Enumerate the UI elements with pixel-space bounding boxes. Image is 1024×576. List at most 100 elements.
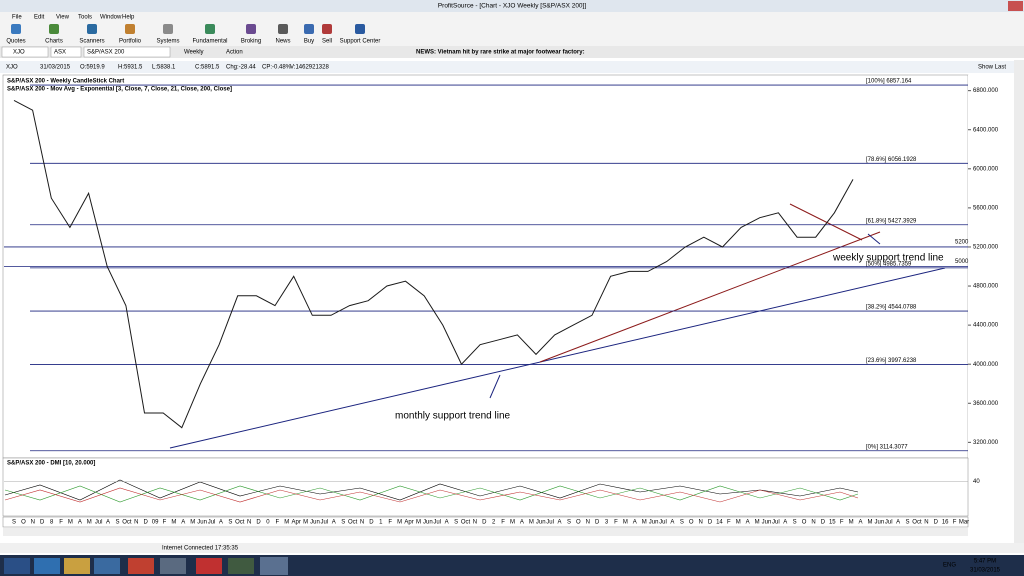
toolbar-label[interactable]: Sell bbox=[322, 39, 332, 45]
x-tick-label: O bbox=[21, 520, 26, 526]
title-bar bbox=[0, 0, 1024, 12]
x-tick-label: M bbox=[529, 520, 534, 526]
x-tick-label: 0 bbox=[266, 520, 270, 526]
start-button[interactable] bbox=[4, 558, 30, 574]
action[interactable]: Action bbox=[226, 50, 243, 56]
close-button[interactable] bbox=[1008, 1, 1023, 11]
taskbar-icon-active[interactable] bbox=[260, 557, 288, 575]
status-bar bbox=[0, 543, 1024, 553]
toolbar-label[interactable]: Portfolio bbox=[119, 39, 142, 45]
x-tick-label: A bbox=[783, 520, 787, 526]
menu-item[interactable]: Tools bbox=[78, 15, 92, 21]
x-tick-label: F bbox=[276, 520, 280, 526]
toolbar-label[interactable]: Scanners bbox=[79, 39, 104, 45]
toolbar-icon[interactable] bbox=[49, 24, 59, 34]
taskbar-icon[interactable] bbox=[128, 558, 154, 574]
fib-label: [50%] 4985.7359 bbox=[866, 261, 912, 267]
x-tick-label: M bbox=[510, 520, 515, 526]
x-tick-label: Jun bbox=[875, 520, 885, 526]
toolbar-icon[interactable] bbox=[246, 24, 256, 34]
dmi-adx bbox=[4, 479, 859, 501]
x-tick-label: S bbox=[115, 520, 119, 526]
toolbar-label[interactable]: Quotes bbox=[6, 39, 25, 45]
toolbar-icon[interactable] bbox=[125, 24, 135, 34]
x-tick-label: Jul bbox=[95, 520, 103, 526]
dmi-panel bbox=[2, 457, 969, 517]
x-tick-label: Jun bbox=[649, 520, 659, 526]
taskbar-icon[interactable] bbox=[196, 558, 222, 574]
x-tick-label: Jul bbox=[772, 520, 780, 526]
x-tick-label: Mar bbox=[959, 520, 969, 526]
taskbar-icon[interactable] bbox=[160, 558, 186, 574]
toolbar-label[interactable]: Fundamental bbox=[192, 39, 227, 45]
toolbar-label[interactable]: Charts bbox=[45, 39, 63, 45]
x-tick-label: 8 bbox=[50, 520, 54, 526]
x-tick-label: S bbox=[341, 520, 345, 526]
symbol-input[interactable] bbox=[1, 46, 49, 58]
x-tick-label: Apr bbox=[404, 520, 413, 526]
x-tick-label: N bbox=[31, 520, 35, 526]
toolbar-label[interactable]: News bbox=[275, 39, 290, 45]
x-tick-label: A bbox=[859, 520, 863, 526]
show-last[interactable]: Show Last bbox=[978, 65, 1006, 71]
x-tick-label: M bbox=[755, 520, 760, 526]
x-tick-label: M bbox=[867, 520, 872, 526]
chart-title: S&P/ASX 200 - Weekly CandleStick Chart bbox=[7, 79, 124, 85]
taskbar-icon[interactable] bbox=[34, 558, 60, 574]
x-tick-label: 14 bbox=[716, 520, 723, 526]
x-tick-label: M bbox=[171, 520, 176, 526]
toolbar-icon[interactable] bbox=[87, 24, 97, 34]
toolbar-icon[interactable] bbox=[304, 24, 314, 34]
x-tick-label: D bbox=[482, 520, 487, 526]
symbol-bar bbox=[0, 46, 1024, 58]
x-tick-label: A bbox=[520, 520, 524, 526]
x-tick-label: 2 bbox=[492, 520, 496, 526]
menu-item[interactable]: Help bbox=[122, 15, 135, 21]
x-tick-label: D bbox=[144, 520, 149, 526]
x-tick-label: Jun bbox=[762, 520, 772, 526]
x-tick-label: M bbox=[623, 520, 628, 526]
x-tick-label: M bbox=[68, 520, 73, 526]
toolbar-icon[interactable] bbox=[355, 24, 365, 34]
toolbar-label[interactable]: Systems bbox=[156, 39, 179, 45]
toolbar-icon[interactable] bbox=[11, 24, 21, 34]
taskbar-icon[interactable] bbox=[64, 558, 90, 574]
x-tick-label: N bbox=[473, 520, 477, 526]
dmi-minus bbox=[4, 487, 859, 503]
x-tick-label: M bbox=[849, 520, 854, 526]
toolbar-buttons: Quotes Charts Scanners Portfolio Systems Fund… bbox=[6, 24, 380, 45]
toolbar-icon[interactable] bbox=[278, 24, 288, 34]
exchange-select[interactable] bbox=[50, 46, 82, 58]
taskbar-icon[interactable] bbox=[228, 558, 254, 574]
x-tick-label: S bbox=[12, 520, 16, 526]
taskbar-icon[interactable] bbox=[94, 558, 120, 574]
x-tick-label: Oct bbox=[348, 520, 358, 526]
x-tick-label: M bbox=[190, 520, 195, 526]
x-tick-label: F bbox=[388, 520, 392, 526]
menu-item[interactable]: Edit bbox=[34, 15, 45, 21]
y-tick-label: 6000.000 bbox=[973, 166, 999, 172]
menu-item[interactable]: File bbox=[12, 15, 22, 21]
toolbar-label[interactable]: Broking bbox=[241, 39, 261, 45]
x-tick-label: F bbox=[840, 520, 844, 526]
scrollbar[interactable] bbox=[3, 528, 968, 536]
chart-subtitle: S&P/ASX 200 - Mov Avg - Exponential [3, … bbox=[7, 87, 232, 93]
x-tick-label: M bbox=[642, 520, 647, 526]
resistance-line bbox=[789, 203, 863, 241]
x-tick-label: D bbox=[256, 520, 261, 526]
fib-label: [23.6%] 3997.6238 bbox=[866, 358, 917, 364]
exchange: ASX bbox=[54, 50, 66, 56]
period[interactable]: Weekly bbox=[184, 50, 204, 56]
level-label: 5000 bbox=[955, 259, 969, 265]
x-tick-label: S bbox=[793, 520, 797, 526]
news-ticker[interactable]: NEWS: Vietnam hit by rare strike at majo… bbox=[416, 50, 585, 56]
name-field bbox=[83, 46, 171, 58]
menu-item[interactable]: Window bbox=[100, 15, 122, 21]
toolbar-icon[interactable] bbox=[163, 24, 173, 34]
toolbar-label[interactable]: Support Center bbox=[340, 39, 381, 45]
toolbar-icon[interactable] bbox=[205, 24, 215, 34]
toolbar-label[interactable]: Buy bbox=[304, 39, 314, 45]
menu-item[interactable]: View bbox=[56, 15, 70, 21]
language: ENG bbox=[943, 563, 956, 569]
toolbar-icon[interactable] bbox=[322, 24, 332, 34]
